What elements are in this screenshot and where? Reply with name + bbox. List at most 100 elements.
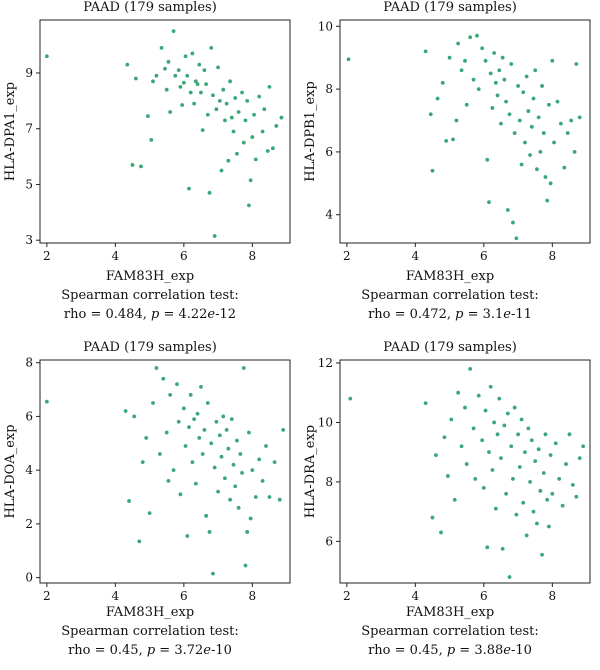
x-tick-label: 2 <box>43 249 51 263</box>
data-point <box>495 432 500 437</box>
data-point <box>219 454 224 459</box>
data-point <box>161 376 166 381</box>
data-point <box>199 384 203 389</box>
data-point <box>581 444 586 449</box>
data-point <box>164 87 169 92</box>
data-point <box>505 208 510 212</box>
data-point <box>211 93 215 98</box>
data-point <box>248 178 253 183</box>
data-point <box>272 460 277 464</box>
data-point <box>435 96 440 101</box>
y-tick-label: 8 <box>325 475 333 489</box>
data-point <box>440 80 445 85</box>
data-point <box>200 452 205 456</box>
data-point <box>257 457 262 462</box>
data-point <box>487 200 491 205</box>
data-point <box>233 96 238 100</box>
data-point <box>509 444 514 449</box>
data-point <box>514 236 519 241</box>
scatter-plot: 2 4 6 8 6 8 10 12 HLA-DRA_exp <box>303 356 591 603</box>
data-point <box>511 220 515 225</box>
data-point <box>577 115 582 120</box>
data-point <box>224 101 229 106</box>
y-tick-label: 3 <box>25 233 33 247</box>
data-point <box>192 417 197 422</box>
x-tick-label: 4 <box>112 249 120 263</box>
data-point <box>202 68 207 73</box>
data-point <box>164 430 169 435</box>
data-point <box>526 426 531 431</box>
data-point <box>517 465 522 469</box>
x-tick-label: 6 <box>480 589 488 603</box>
data-point <box>209 441 214 446</box>
data-point <box>145 114 150 119</box>
data-point <box>485 545 490 550</box>
data-point <box>572 150 577 154</box>
data-point <box>181 80 186 85</box>
data-point <box>219 168 224 173</box>
data-point <box>550 58 555 63</box>
data-point <box>223 118 227 123</box>
data-point <box>545 198 550 203</box>
x-tick-label: 6 <box>480 249 488 263</box>
data-point <box>224 427 229 432</box>
x-tick-label: 6 <box>180 249 188 263</box>
data-point <box>217 433 222 438</box>
data-point <box>524 74 529 79</box>
data-point <box>540 84 544 88</box>
data-point <box>526 109 531 113</box>
data-point <box>267 85 272 89</box>
data-point <box>260 479 265 483</box>
data-point <box>562 165 567 170</box>
data-point <box>253 157 258 162</box>
y-tick-label: 5 <box>25 177 33 191</box>
caption-test-name: Spearman correlation test: <box>61 624 239 639</box>
data-point <box>166 479 171 483</box>
data-point <box>207 190 212 195</box>
data-point <box>547 524 551 529</box>
data-point <box>459 444 464 449</box>
caption: FAM83H_exp Spearman correlation test: rh… <box>300 603 600 660</box>
x-tick-label: 4 <box>112 589 120 603</box>
x-axis-label: FAM83H_exp <box>105 605 195 620</box>
data-point <box>195 411 200 416</box>
data-point <box>221 414 226 419</box>
data-point <box>123 409 128 413</box>
data-point <box>247 430 251 435</box>
data-point <box>250 135 255 139</box>
data-point <box>209 45 214 50</box>
chart-title: PAAD (179 samples) <box>83 0 217 15</box>
x-tick-label: 4 <box>412 589 420 603</box>
data-point <box>195 82 200 87</box>
data-point <box>483 408 488 413</box>
data-point <box>229 115 234 120</box>
data-point <box>574 494 579 499</box>
data-point <box>187 425 191 430</box>
data-point <box>456 390 461 395</box>
data-point <box>163 66 167 71</box>
data-point <box>216 489 220 494</box>
data-point <box>240 470 244 475</box>
data-point <box>433 453 438 458</box>
y-axis-label: HLA-DRA_exp <box>303 425 318 518</box>
caption-statistics: rho = 0.45, p = 3.88e-10 <box>368 643 532 658</box>
y-tick-label: 4 <box>325 208 333 222</box>
data-point <box>570 482 575 487</box>
data-point <box>175 382 179 387</box>
data-point <box>464 462 469 466</box>
y-tick-label: 8 <box>25 356 33 370</box>
data-point <box>173 73 178 78</box>
data-point <box>488 384 493 389</box>
data-point <box>519 162 524 167</box>
data-point <box>132 414 137 419</box>
data-point <box>523 450 527 455</box>
data-point <box>253 495 258 499</box>
data-point <box>151 401 155 405</box>
data-point <box>140 460 145 464</box>
data-point <box>492 51 497 55</box>
x-tick-label: 4 <box>412 249 420 263</box>
data-point <box>226 446 231 451</box>
data-point <box>463 405 467 410</box>
data-point <box>449 417 454 422</box>
data-point <box>207 530 212 534</box>
